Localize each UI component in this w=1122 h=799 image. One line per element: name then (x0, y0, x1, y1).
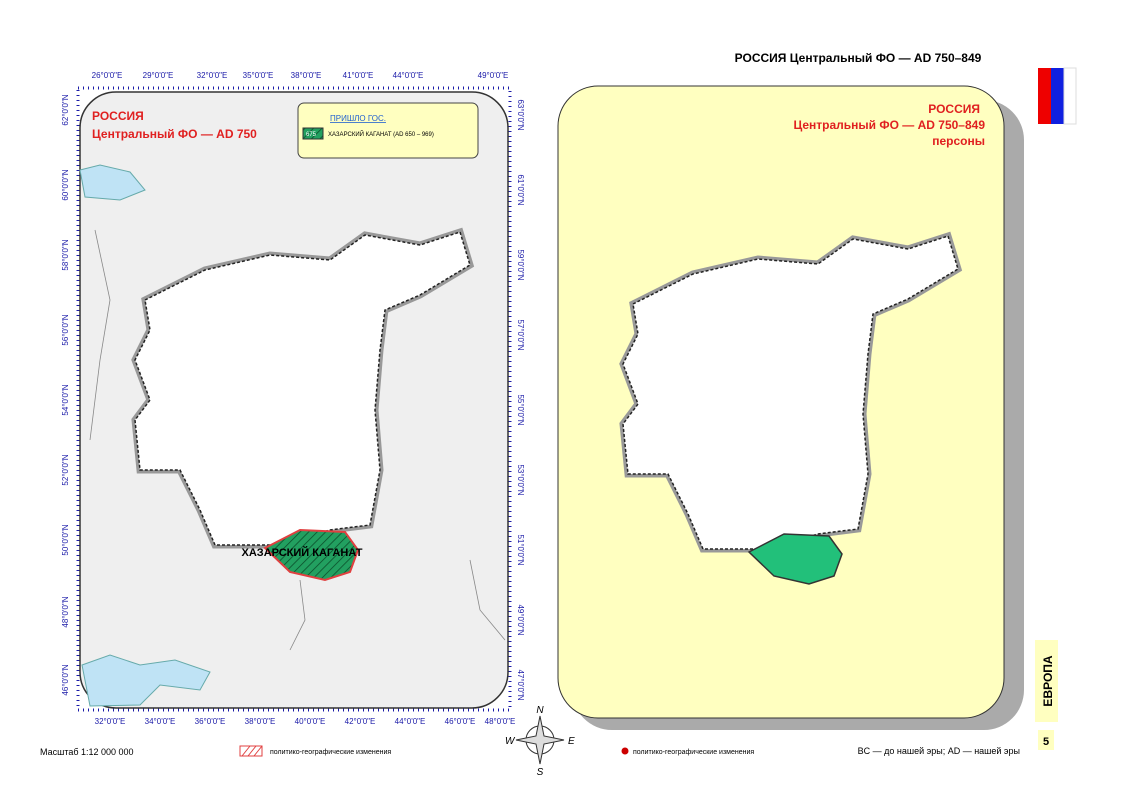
latitude-label: 48°0'0"N (61, 596, 70, 627)
page-tab (1038, 730, 1054, 750)
longitude-label: 44°0'0"E (395, 717, 426, 726)
region-label: ХАЗАРСКИЙ КАГАНАТ (242, 546, 363, 559)
map-subtitle: Центральный ФО — AD 750–849 (793, 118, 985, 132)
latitude-label: 54°0'0"N (61, 384, 70, 415)
map-title: РОССИЯ (92, 109, 144, 123)
legend-heading: ПРИШЛО ГОС. (330, 114, 386, 123)
section: ЕВРОПА (1041, 655, 1055, 706)
flag (1038, 67, 1077, 125)
legend-box (297, 102, 479, 159)
latitude-label: 46°0'0"N (61, 664, 70, 695)
page-number: 5 (1043, 736, 1049, 748)
latitude-label: 59°0'0"N (516, 249, 525, 280)
map-subtitle: Центральный ФО — AD 750 (92, 127, 257, 141)
legend-code: 675 (306, 132, 317, 138)
compass-e: E (568, 736, 575, 747)
legend-swatch (239, 745, 263, 757)
compass-s: S (537, 767, 544, 778)
map-title: РОССИЯ (928, 102, 980, 116)
latitude-label: 57°0'0"N (516, 319, 525, 350)
longitude-label: 46°0'0"E (445, 717, 476, 726)
compass: N E S W (505, 705, 575, 778)
latitude-label: 47°0'0"N (516, 669, 525, 700)
legend-entry: ХАЗАРСКИЙ КАГАНАТ (AD 650 – 969) (328, 130, 434, 138)
compass-n: N (536, 705, 544, 716)
latitude-label: 63°0'0"N (516, 99, 525, 130)
latitude-label: 58°0'0"N (61, 239, 70, 270)
longitude-label: 29°0'0"E (143, 71, 174, 80)
legend-swatch (302, 127, 324, 140)
section-tab (1035, 640, 1058, 722)
longitude-label: 36°0'0"E (195, 717, 226, 726)
longitude-label: 38°0'0"E (245, 717, 276, 726)
longitude-label: 38°0'0"E (291, 71, 322, 80)
era-note: BC — до нашей эры; AD — нашей эры (858, 746, 1020, 756)
latitude-label: 61°0'0"N (516, 174, 525, 205)
longitude-label: 32°0'0"E (197, 71, 228, 80)
latitude-label: 50°0'0"N (61, 524, 70, 555)
longitude-label: 41°0'0"E (343, 71, 374, 80)
compass-w: W (505, 736, 516, 747)
page-title: РОССИЯ Центральный ФО — AD 750–849 (735, 51, 982, 65)
latitude-label: 49°0'0"N (516, 604, 525, 635)
legend-dot (621, 747, 629, 755)
coordinates: 26°0'0"E 29°0'0"E 32°0'0"E 35°0'0"E 38°0'0"E… (61, 71, 525, 726)
latitude-label: 52°0'0"N (61, 454, 70, 485)
longitude-label: 32°0'0"E (95, 717, 126, 726)
longitude-label: 26°0'0"E (92, 71, 123, 80)
legend-hatch (241, 745, 263, 757)
latitude-label: 55°0'0"N (516, 394, 525, 425)
latitude-label: 51°0'0"N (516, 534, 525, 565)
longitude-label: 40°0'0"E (295, 717, 326, 726)
longitude-label: 35°0'0"E (243, 71, 274, 80)
longitude-label: 44°0'0"E (393, 71, 424, 80)
latitude-label: 62°0'0"N (61, 94, 70, 125)
longitude-label: 49°0'0"E (478, 71, 509, 80)
scale: Масштаб 1:12 000 000 (40, 747, 134, 757)
lake (79, 164, 146, 201)
latitude-label: 60°0'0"N (61, 169, 70, 200)
map-note: персоны (932, 134, 985, 148)
footer-legend: политико-географические изменения (633, 749, 754, 756)
borders (89, 229, 506, 651)
latitude-label: 56°0'0"N (61, 314, 70, 345)
sea (81, 654, 211, 707)
footer-legend: политико-географические изменения (270, 749, 391, 756)
longitude-label: 48°0'0"E (485, 717, 516, 726)
longitude-label: 42°0'0"E (345, 717, 376, 726)
latitude-label: 53°0'0"N (516, 464, 525, 495)
map-frame-ticks (76, 86, 512, 712)
longitude-label: 34°0'0"E (145, 717, 176, 726)
